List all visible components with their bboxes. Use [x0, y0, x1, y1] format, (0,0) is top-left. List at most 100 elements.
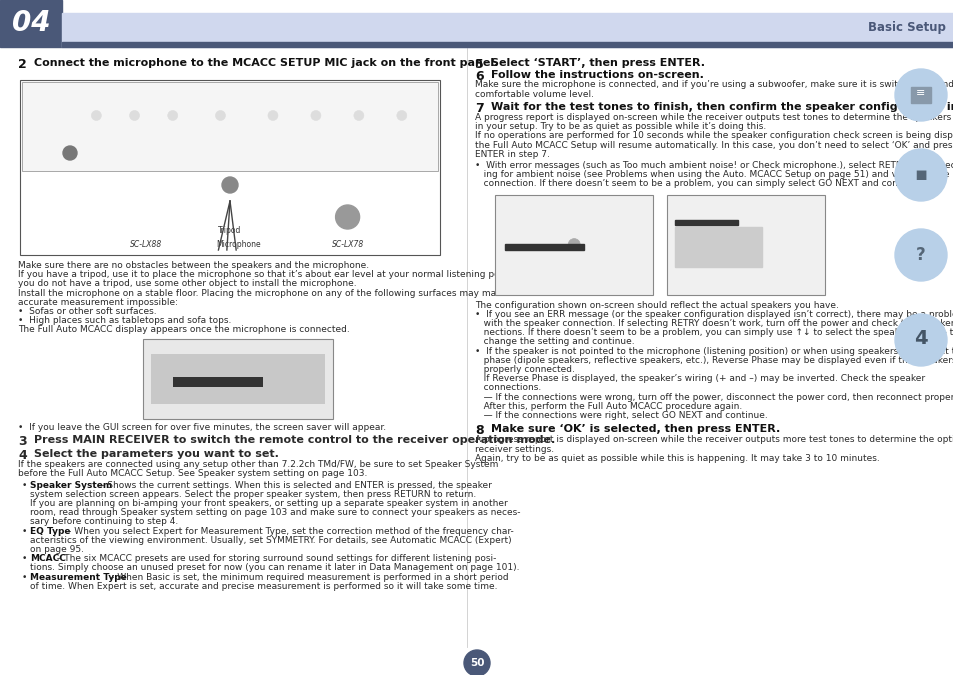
Text: sary before continuing to step 4.: sary before continuing to step 4.	[30, 518, 178, 526]
Circle shape	[568, 238, 579, 250]
Circle shape	[335, 205, 359, 229]
Circle shape	[894, 149, 946, 201]
Text: on page 95.: on page 95.	[30, 545, 84, 554]
Text: If you are planning on bi-amping your front speakers, or setting up a separate s: If you are planning on bi-amping your fr…	[30, 499, 507, 508]
Bar	[62, 42, 953, 47]
Text: phase (dipole speakers, reflective speakers, etc.), Reverse Phase may be display: phase (dipole speakers, reflective speak…	[475, 356, 953, 365]
Circle shape	[311, 111, 320, 121]
Text: 5: 5	[475, 58, 483, 71]
Text: Make sure there are no obstacles between the speakers and the microphone.: Make sure there are no obstacles between…	[18, 261, 369, 270]
Text: 04: 04	[11, 9, 51, 37]
Text: •  If the speaker is not pointed to the microphone (listening position) or when : • If the speaker is not pointed to the m…	[475, 346, 953, 356]
Text: of time. When Expert is set, accurate and precise measurement is performed so it: of time. When Expert is set, accurate an…	[30, 582, 497, 591]
Bar	[151, 354, 325, 404]
Bar	[20, 80, 439, 255]
Circle shape	[894, 314, 946, 366]
Text: 50: 50	[469, 658, 484, 668]
Text: Install the microphone on a stable floor. Placing the microphone on any of the f: Install the microphone on a stable floor…	[18, 289, 506, 298]
Text: — If the connections were right, select GO NEXT and continue.: — If the connections were right, select …	[475, 411, 767, 420]
Text: SC-LX78: SC-LX78	[331, 240, 363, 249]
Text: — If the connections were wrong, turn off the power, disconnect the power cord, : — If the connections were wrong, turn of…	[475, 393, 953, 402]
Bar	[495, 194, 653, 294]
Circle shape	[396, 111, 406, 121]
Bar	[172, 377, 263, 387]
Text: ing for ambient noise (see Problems when using the Auto. MCACC Setup on page 51): ing for ambient noise (see Problems when…	[475, 170, 953, 179]
Bar	[674, 219, 738, 225]
Text: If you have a tripod, use it to place the microphone so that it’s about ear leve: If you have a tripod, use it to place th…	[18, 270, 536, 279]
Text: SC-LX88: SC-LX88	[130, 240, 162, 249]
Text: Measurement Type: Measurement Type	[30, 572, 127, 582]
Bar	[22, 82, 437, 171]
Text: – When Basic is set, the minimum required measurement is performed in a short pe: – When Basic is set, the minimum require…	[107, 572, 508, 582]
Bar	[0, 0, 62, 47]
Text: – The six MCACC presets are used for storing surround sound settings for differe: – The six MCACC presets are used for sto…	[54, 554, 496, 563]
Circle shape	[894, 229, 946, 281]
Bar	[62, 13, 953, 47]
Text: change the setting and continue.: change the setting and continue.	[475, 338, 634, 346]
Text: 4: 4	[18, 449, 27, 462]
Text: – Shows the current settings. When this is selected and ENTER is pressed, the sp: – Shows the current settings. When this …	[97, 481, 492, 489]
Bar	[910, 87, 930, 103]
Text: comfortable volume level.: comfortable volume level.	[475, 90, 594, 99]
Text: •: •	[22, 481, 28, 489]
Text: If Reverse Phase is displayed, the speaker’s wiring (+ and –) may be inverted. C: If Reverse Phase is displayed, the speak…	[475, 374, 924, 383]
Text: Make sure the microphone is connected, and if you’re using a subwoofer, make sur: Make sure the microphone is connected, a…	[475, 80, 953, 89]
Text: •  If you leave the GUI screen for over five minutes, the screen saver will appe: • If you leave the GUI screen for over f…	[18, 423, 386, 431]
Text: properly connected.: properly connected.	[475, 365, 575, 374]
Bar	[674, 227, 760, 267]
Text: •: •	[22, 526, 28, 535]
Text: Microphone: Microphone	[216, 240, 260, 249]
Text: 6: 6	[475, 70, 483, 83]
Bar	[143, 339, 333, 418]
Text: connection. If there doesn’t seem to be a problem, you can simply select GO NEXT: connection. If there doesn’t seem to be …	[475, 180, 923, 188]
Text: Select ‘START’, then press ENTER.: Select ‘START’, then press ENTER.	[491, 58, 704, 68]
Text: •  If you see an ERR message (or the speaker configuration displayed isn’t corre: • If you see an ERR message (or the spea…	[475, 310, 953, 319]
Text: 7: 7	[475, 102, 483, 115]
Circle shape	[130, 111, 139, 121]
Text: MCACC: MCACC	[30, 554, 66, 563]
Text: ENTER in step 7.: ENTER in step 7.	[475, 150, 549, 159]
Text: – When you select Expert for Measurement Type, set the correction method of the : – When you select Expert for Measurement…	[64, 526, 513, 535]
Text: •  With error messages (such as Too much ambient noise! or Check microphone.), s: • With error messages (such as Too much …	[475, 161, 953, 170]
Circle shape	[268, 111, 277, 121]
Bar	[666, 194, 824, 294]
Text: Follow the instructions on-screen.: Follow the instructions on-screen.	[491, 70, 703, 80]
Circle shape	[739, 238, 751, 250]
Text: •  Sofas or other soft surfaces.: • Sofas or other soft surfaces.	[18, 307, 156, 316]
Text: •: •	[22, 572, 28, 582]
Text: The Full Auto MCACC display appears once the microphone is connected.: The Full Auto MCACC display appears once…	[18, 325, 350, 334]
Text: If no operations are performed for 10 seconds while the speaker configuration ch: If no operations are performed for 10 se…	[475, 132, 953, 140]
Text: Tripod: Tripod	[218, 226, 241, 235]
Text: The configuration shown on-screen should reflect the actual speakers you have.: The configuration shown on-screen should…	[475, 300, 838, 310]
Bar	[504, 244, 583, 250]
Text: ≡: ≡	[915, 88, 924, 98]
Text: Select the parameters you want to set.: Select the parameters you want to set.	[34, 449, 278, 459]
Text: Make sure ‘OK’ is selected, then press ENTER.: Make sure ‘OK’ is selected, then press E…	[491, 424, 780, 434]
Text: After this, perform the Full Auto MCACC procedure again.: After this, perform the Full Auto MCACC …	[475, 402, 741, 411]
Text: 3: 3	[18, 435, 27, 448]
Text: Speaker System: Speaker System	[30, 481, 112, 489]
Circle shape	[215, 111, 225, 121]
Circle shape	[91, 111, 101, 121]
Text: with the speaker connection. If selecting RETRY doesn’t work, turn off the power: with the speaker connection. If selectin…	[475, 319, 953, 328]
Text: room, read through Speaker system setting on page 103 and make sure to connect y: room, read through Speaker system settin…	[30, 508, 520, 517]
Text: tions. Simply choose an unused preset for now (you can rename it later in Data M: tions. Simply choose an unused preset fo…	[30, 564, 519, 572]
Text: 8: 8	[475, 424, 483, 437]
Text: •: •	[22, 554, 28, 563]
Text: acteristics of the viewing environment. Usually, set SYMMETRY. For details, see : acteristics of the viewing environment. …	[30, 536, 511, 545]
Text: Again, try to be as quiet as possible while this is happening. It may take 3 to : Again, try to be as quiet as possible wh…	[475, 454, 879, 463]
Circle shape	[222, 177, 237, 193]
Text: nections. If there doesn’t seem to be a problem, you can simply use ↑↓ to select: nections. If there doesn’t seem to be a …	[475, 328, 953, 338]
Text: receiver settings.: receiver settings.	[475, 445, 554, 454]
Text: A progress report is displayed on-screen while the receiver outputs more test to: A progress report is displayed on-screen…	[475, 435, 953, 444]
Circle shape	[63, 146, 77, 160]
Text: 4: 4	[913, 329, 927, 348]
Text: Basic Setup: Basic Setup	[867, 20, 945, 34]
Text: the Full Auto MCACC Setup will resume automatically. In this case, you don’t nee: the Full Auto MCACC Setup will resume au…	[475, 140, 953, 150]
Text: Wait for the test tones to finish, then confirm the speaker configuration in the: Wait for the test tones to finish, then …	[491, 102, 953, 112]
Text: If the speakers are connected using any setup other than 7.2.2ch TMd/FW, be sure: If the speakers are connected using any …	[18, 460, 497, 469]
Circle shape	[463, 650, 490, 675]
Text: 2: 2	[18, 58, 27, 71]
Text: ?: ?	[915, 246, 925, 264]
Text: connections.: connections.	[475, 383, 540, 392]
